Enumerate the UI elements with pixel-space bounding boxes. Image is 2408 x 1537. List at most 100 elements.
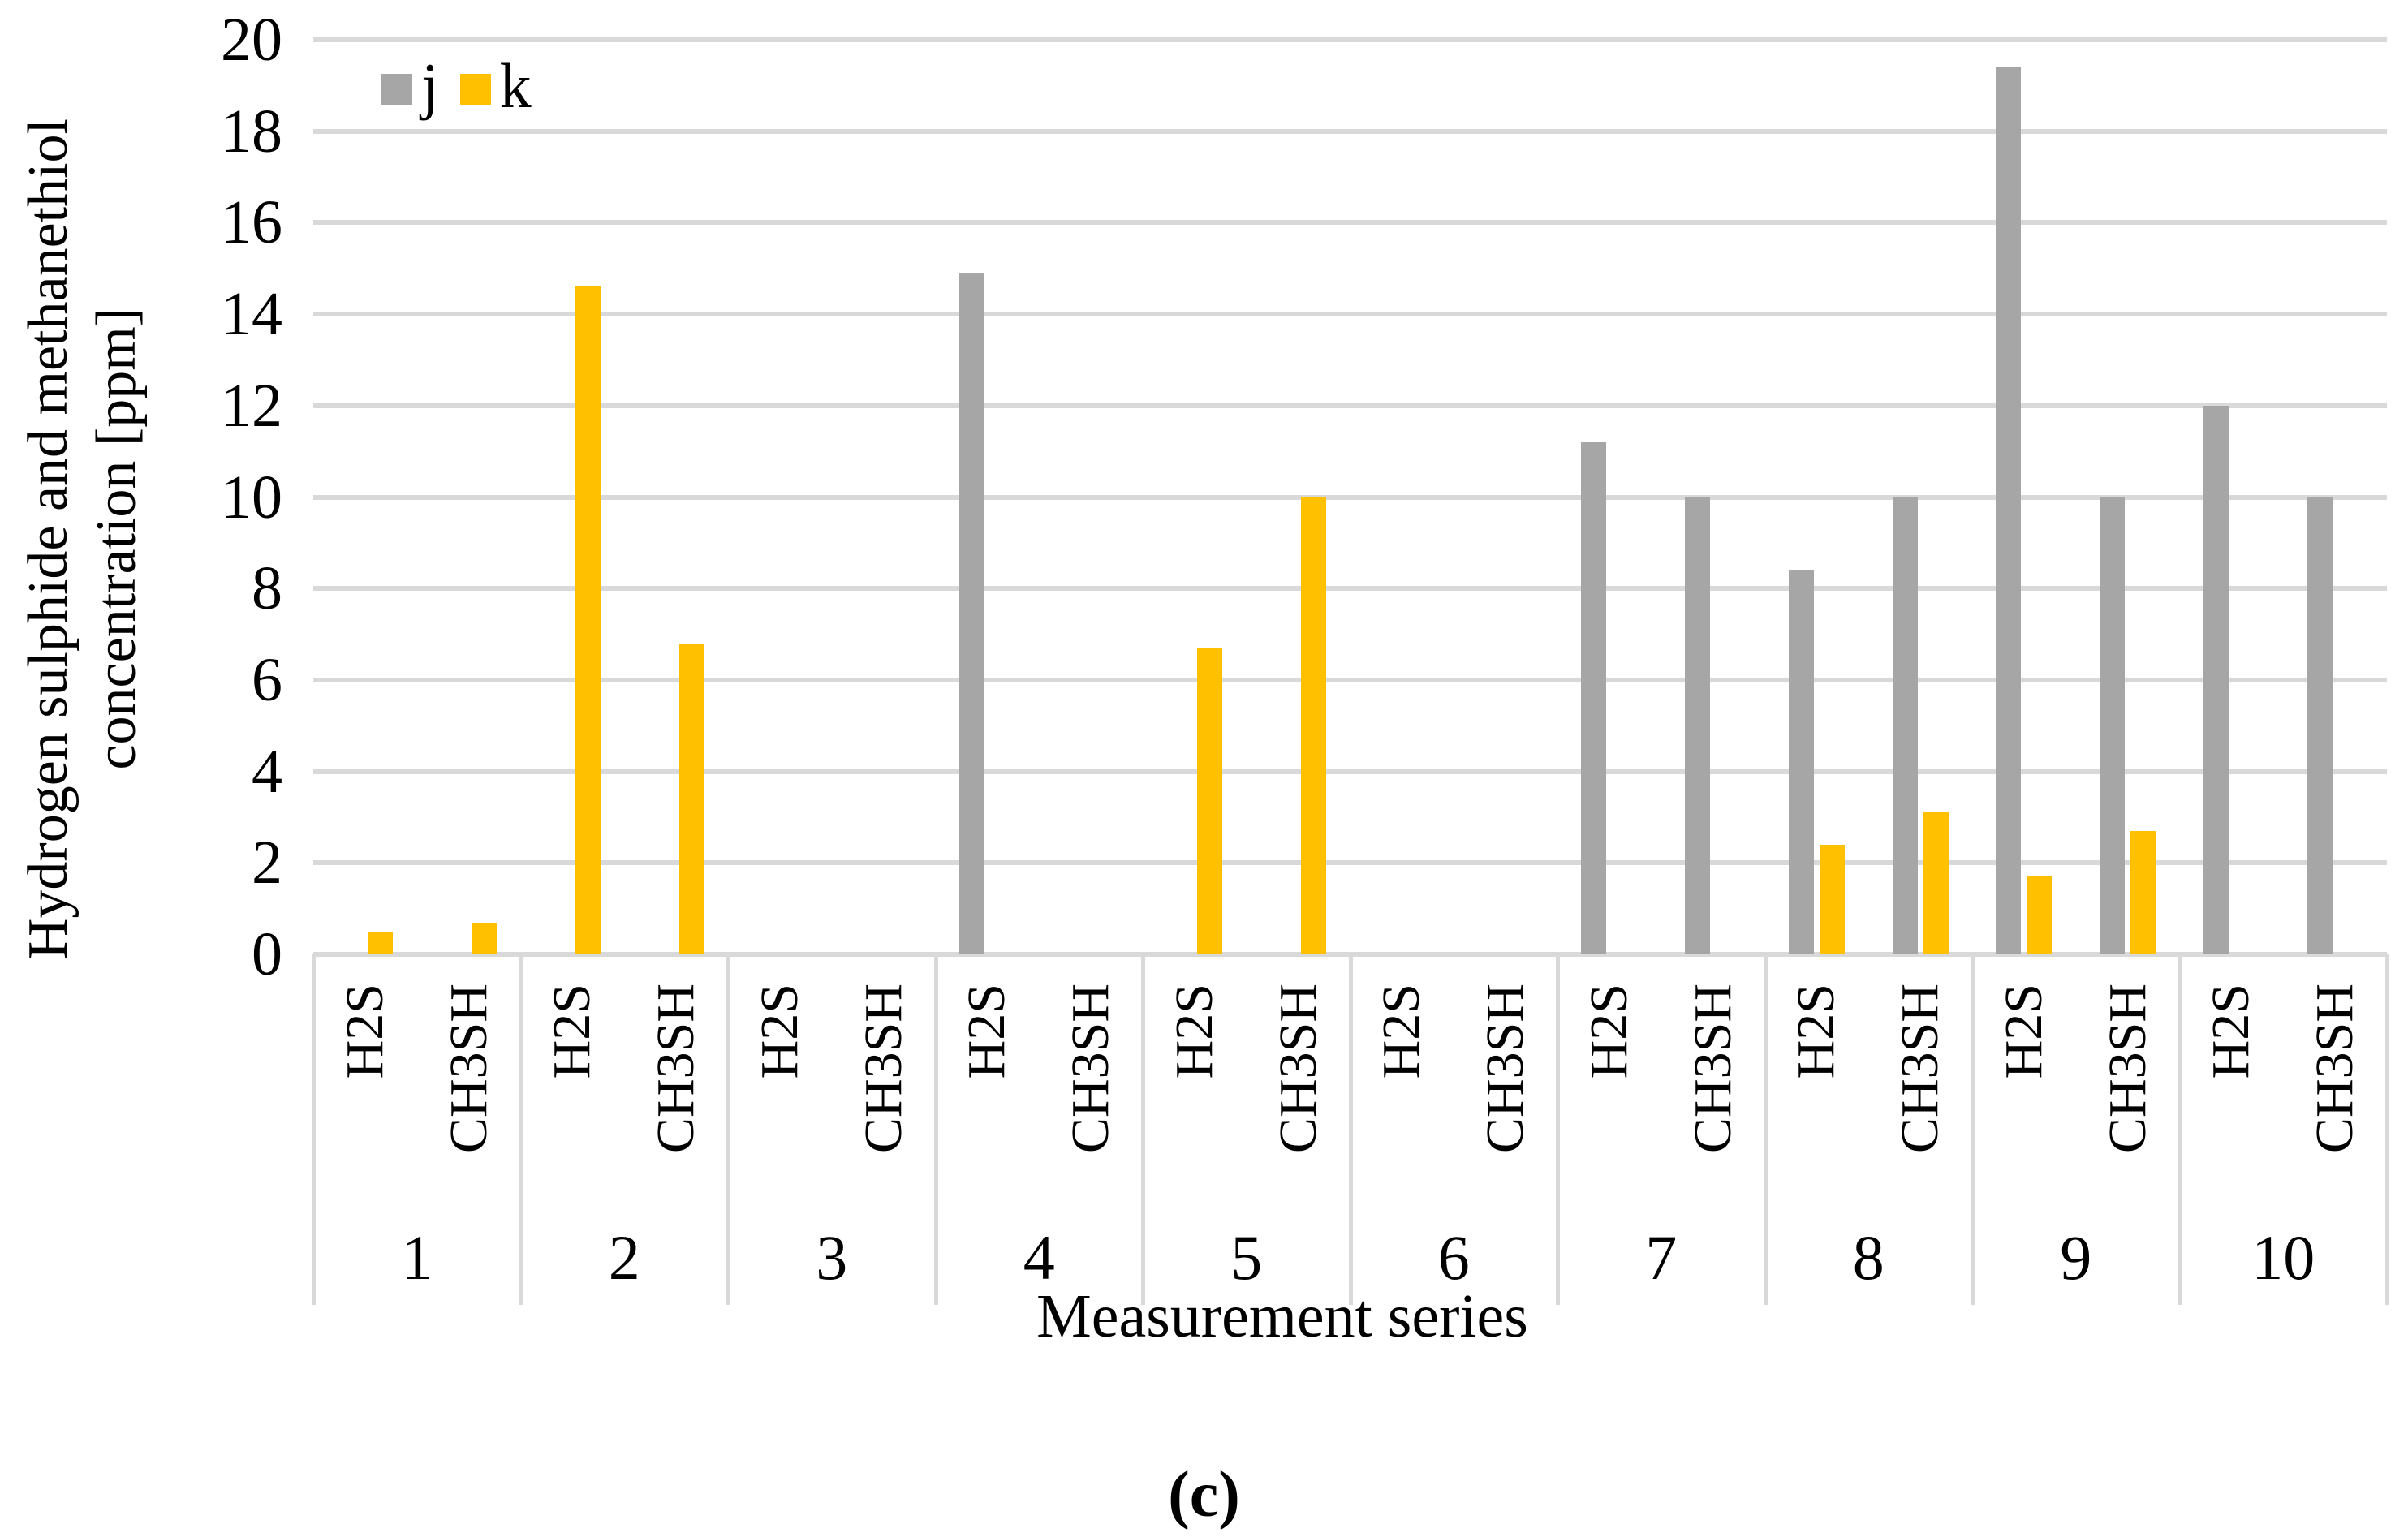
category-label-text: CH3SH [853,984,913,1154]
category-label-text: H2S [2201,984,2261,1079]
bar-k-CH3SH-8 [1923,812,1949,954]
y-tick-label-18: 18 [221,97,282,166]
category-label-6-H2S: H2S [1350,984,1454,1227]
group-separator [1141,954,1145,1305]
group-separator [1348,954,1353,1305]
category-label-text: H2S [542,984,602,1079]
gridline-4 [313,768,2387,774]
category-label-text: CH3SH [1682,984,1742,1154]
category-label-9-H2S: H2S [1972,984,2076,1227]
y-tick-label-16: 16 [221,188,282,257]
bar-k-H2S-1 [368,932,394,954]
group-separator [312,954,316,1305]
category-label-8-CH3SH: CH3SH [1868,984,1972,1227]
bar-slot-8-CH3SH [1868,40,1972,954]
category-label-4-CH3SH: CH3SH [1039,984,1143,1227]
bar-slot-10-CH3SH [2283,40,2387,954]
bar-j-CH3SH-7 [1685,497,1711,954]
bar-j-H2S-7 [1581,442,1607,954]
bar-k-CH3SH-1 [472,923,498,954]
gridline-12 [313,403,2387,408]
bar-k-CH3SH-9 [2130,831,2156,954]
y-tick-label-10: 10 [221,463,282,532]
bar-slot-10-H2S [2180,40,2284,954]
group-label-6: 6 [1437,1222,1470,1293]
category-label-text: H2S [1579,984,1639,1079]
category-label-text: H2S [1786,984,1846,1079]
category-label-10-CH3SH: CH3SH [2283,984,2387,1227]
category-label-3-CH3SH: CH3SH [832,984,936,1227]
legend-label-k: k [499,50,532,121]
group-label-7: 7 [1645,1222,1678,1293]
y-tick-label-2: 2 [252,829,282,898]
bar-j-CH3SH-8 [1892,497,1918,954]
y-tick-label-8: 8 [252,554,282,623]
bar-slot-5-CH3SH [1247,40,1350,954]
bar-k-H2S-8 [1819,845,1845,954]
category-label-5-CH3SH: CH3SH [1247,984,1350,1227]
group-label-10: 10 [2251,1222,2315,1293]
group-label-3: 3 [816,1222,848,1293]
category-label-text: H2S [1372,984,1432,1079]
category-label-text: H2S [749,984,809,1079]
group-label-4: 4 [1023,1222,1055,1293]
group-separator [726,954,730,1305]
category-label-8-H2S: H2S [1765,984,1869,1227]
gridline-18 [313,128,2387,134]
bar-j-H2S-9 [1996,67,2022,954]
category-label-text: CH3SH [1890,984,1950,1154]
category-label-text: CH3SH [1475,984,1536,1154]
gridline-6 [313,677,2387,682]
bar-slot-2-CH3SH [624,40,728,954]
bar-k-CH3SH-2 [678,644,704,954]
bar-slot-3-H2S [728,40,832,954]
category-label-7-H2S: H2S [1557,984,1661,1227]
category-label-text: CH3SH [1061,984,1121,1154]
bar-slot-6-H2S [1350,40,1454,954]
group-label-8: 8 [1852,1222,1885,1293]
category-label-5-H2S: H2S [1143,984,1247,1227]
figure-caption: (c) [1168,1459,1240,1531]
x-axis-title: Measurement series [1036,1282,1528,1350]
bar-slot-1-CH3SH [417,40,521,954]
gridline-14 [313,312,2387,317]
bar-slot-9-H2S [1972,40,2076,954]
y-tick-label-4: 4 [252,737,282,806]
bar-j-H2S-8 [1788,570,1814,954]
bar-slot-7-CH3SH [1661,40,1765,954]
bar-slot-2-H2S [521,40,625,954]
gridline-2 [313,860,2387,866]
category-label-3-H2S: H2S [728,984,832,1227]
group-label-5: 5 [1230,1222,1263,1293]
group-separator [1763,954,1768,1305]
category-label-text: CH3SH [2305,984,2365,1154]
bar-slot-5-H2S [1143,40,1247,954]
bar-j-CH3SH-9 [2100,497,2126,954]
bar-k-CH3SH-5 [1301,497,1327,954]
category-label-6-CH3SH: CH3SH [1454,984,1557,1227]
group-separator [2385,954,2389,1305]
legend-swatch-k [459,74,491,105]
category-label-text: H2S [334,984,394,1079]
category-label-1-CH3SH: CH3SH [417,984,521,1227]
category-label-2-CH3SH: CH3SH [624,984,728,1227]
bar-k-H2S-9 [2027,876,2053,954]
bar-slot-4-H2S [936,40,1040,954]
bar-slot-1-H2S [313,40,417,954]
bar-j-H2S-10 [2203,406,2229,954]
category-label-9-CH3SH: CH3SH [2076,984,2180,1227]
category-label-text: CH3SH [646,984,706,1154]
group-separator [519,954,523,1305]
category-label-text: CH3SH [2097,984,2157,1154]
y-tick-label-0: 0 [252,920,282,988]
group-label-2: 2 [608,1222,640,1293]
group-separator [933,954,938,1305]
category-label-text: CH3SH [1268,984,1328,1154]
gridline-20 [313,37,2387,42]
bar-j-CH3SH-10 [2307,497,2333,954]
category-label-1-H2S: H2S [313,984,417,1227]
gridline-16 [313,220,2387,226]
y-tick-label-6: 6 [252,645,282,714]
